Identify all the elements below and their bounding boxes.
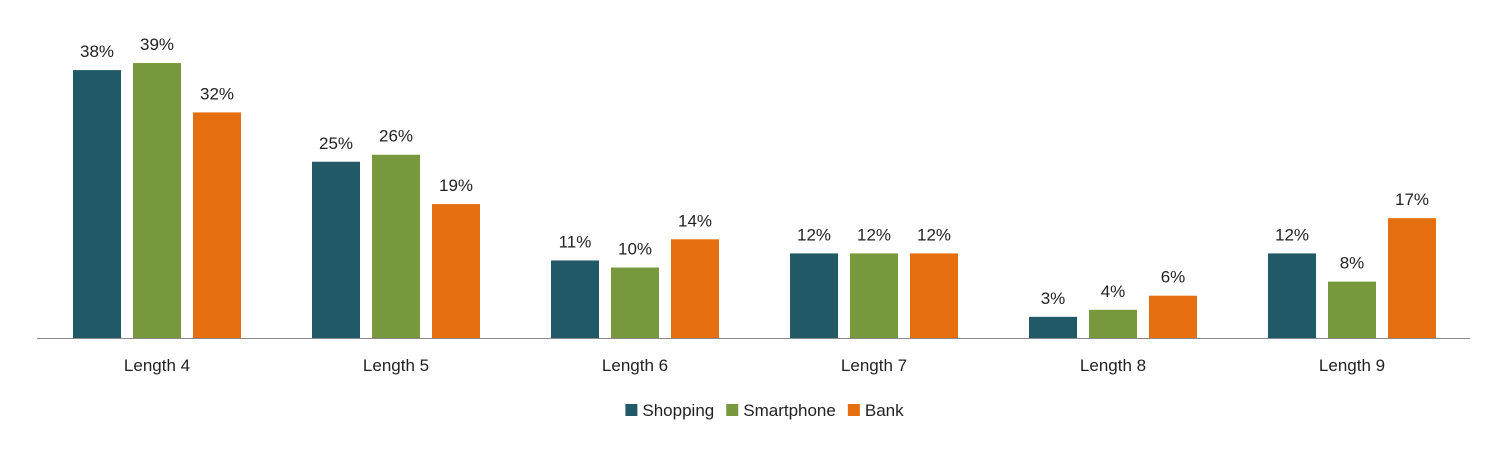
value-labels-layer: 38% 39% 32% 25% 26% 19% 11% 10% 14% 12% 12% 12% 3% 4%… xyxy=(80,35,1429,308)
data-label-bank-length-4: 32% xyxy=(200,84,234,103)
data-label-smartphone-length-8: 4% xyxy=(1101,282,1126,301)
category-label-length-5: Length 5 xyxy=(363,356,429,375)
bars-layer xyxy=(73,63,1436,339)
bar-shopping-length-9 xyxy=(1268,253,1316,338)
data-label-smartphone-length-5: 26% xyxy=(379,127,413,146)
bar-shopping-length-5 xyxy=(312,161,360,338)
legend-swatch-bank xyxy=(847,404,860,416)
data-label-bank-length-6: 14% xyxy=(678,211,712,230)
bar-shopping-length-8 xyxy=(1029,316,1077,338)
data-label-bank-length-8: 6% xyxy=(1161,268,1186,287)
bar-bank-length-5 xyxy=(432,204,480,338)
data-label-shopping-length-8: 3% xyxy=(1041,289,1066,308)
data-label-smartphone-length-6: 10% xyxy=(618,240,652,259)
data-label-shopping-length-7: 12% xyxy=(797,225,831,244)
legend: Shopping Smartphone Bank xyxy=(625,401,904,420)
bar-smartphone-length-5 xyxy=(372,154,420,338)
bar-bank-length-9 xyxy=(1388,218,1436,338)
legend-swatch-shopping xyxy=(625,404,638,416)
bar-bank-length-6 xyxy=(671,239,719,338)
data-label-smartphone-length-9: 8% xyxy=(1340,254,1365,273)
legend-item-shopping: Shopping xyxy=(625,401,714,420)
bar-smartphone-length-8 xyxy=(1089,309,1137,338)
bar-bank-length-7 xyxy=(910,253,958,338)
category-label-length-9: Length 9 xyxy=(1319,356,1385,375)
data-label-smartphone-length-7: 12% xyxy=(857,225,891,244)
data-label-smartphone-length-4: 39% xyxy=(140,35,174,54)
legend-item-smartphone: Smartphone xyxy=(726,401,836,420)
data-label-bank-length-7: 12% xyxy=(917,225,951,244)
category-label-length-4: Length 4 xyxy=(124,356,190,375)
bar-bank-length-4 xyxy=(193,112,241,339)
legend-label-smartphone: Smartphone xyxy=(743,401,836,420)
legend-swatch-smartphone xyxy=(726,404,739,416)
bar-smartphone-length-6 xyxy=(611,267,659,338)
data-label-shopping-length-6: 11% xyxy=(559,232,592,251)
category-label-length-8: Length 8 xyxy=(1080,356,1146,375)
bar-shopping-length-4 xyxy=(73,70,121,338)
bar-shopping-length-7 xyxy=(790,253,838,338)
data-label-shopping-length-4: 38% xyxy=(80,42,114,61)
data-label-bank-length-9: 17% xyxy=(1395,190,1429,209)
bar-bank-length-8 xyxy=(1149,295,1197,338)
bar-smartphone-length-7 xyxy=(850,253,898,338)
legend-label-bank: Bank xyxy=(865,401,904,420)
legend-item-bank: Bank xyxy=(847,401,904,420)
category-label-length-7: Length 7 xyxy=(841,356,907,375)
bar-shopping-length-6 xyxy=(551,260,599,338)
data-label-bank-length-5: 19% xyxy=(439,176,473,195)
category-labels-layer: Length 4 Length 5 Length 6 Length 7 Length 8… xyxy=(124,356,1385,375)
bar-smartphone-length-9 xyxy=(1328,281,1376,338)
category-label-length-6: Length 6 xyxy=(602,356,668,375)
data-label-shopping-length-9: 12% xyxy=(1275,225,1309,244)
legend-label-shopping: Shopping xyxy=(642,401,714,420)
data-label-shopping-length-5: 25% xyxy=(319,134,353,153)
bar-smartphone-length-4 xyxy=(133,63,181,339)
